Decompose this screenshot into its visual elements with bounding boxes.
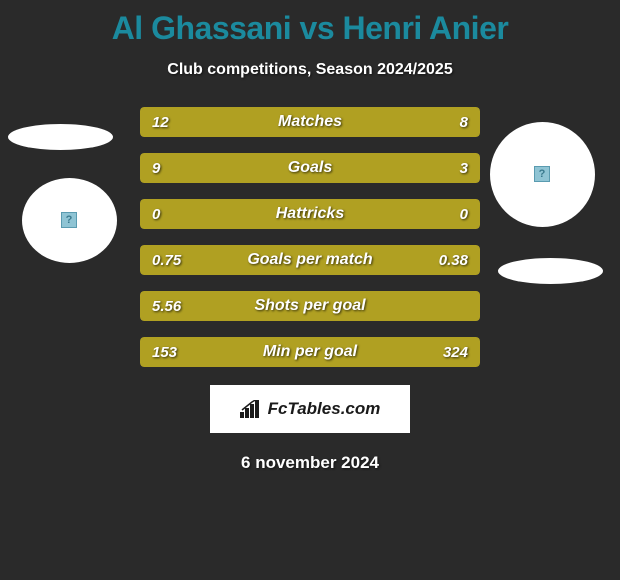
date-label: 6 november 2024: [0, 453, 620, 473]
decor-ellipse-top-left: [8, 124, 113, 150]
stat-row: 5.56Shots per goal: [140, 291, 480, 321]
stat-label: Shots per goal: [140, 291, 480, 321]
stat-row: 153Min per goal324: [140, 337, 480, 367]
subtitle: Club competitions, Season 2024/2025: [0, 61, 620, 79]
logo-text: FcTables.com: [268, 399, 381, 419]
placeholder-icon: ?: [61, 212, 77, 228]
stats-container: 12Matches8 9Goals3 0Hattricks0 0.75Goals pe…: [140, 107, 480, 367]
decor-circle-right: ?: [490, 122, 595, 227]
stat-label: Hattricks: [140, 199, 480, 229]
decor-circle-left: ?: [22, 178, 117, 263]
stat-label: Goals per match: [140, 245, 480, 275]
stat-value-right: 0: [460, 199, 468, 229]
logo-box: FcTables.com: [210, 385, 410, 433]
stat-row: 0Hattricks0: [140, 199, 480, 229]
stat-label: Goals: [140, 153, 480, 183]
stat-value-right: 324: [443, 337, 468, 367]
stat-value-right: 3: [460, 153, 468, 183]
page-title: Al Ghassani vs Henri Anier: [0, 0, 620, 47]
stat-row: 9Goals3: [140, 153, 480, 183]
chart-icon: [240, 400, 262, 418]
placeholder-icon: ?: [534, 166, 550, 182]
decor-ellipse-right: [498, 258, 603, 284]
stat-value-right: 0.38: [439, 245, 468, 275]
stat-row: 0.75Goals per match0.38: [140, 245, 480, 275]
stat-label: Min per goal: [140, 337, 480, 367]
stat-row: 12Matches8: [140, 107, 480, 137]
stat-label: Matches: [140, 107, 480, 137]
stat-value-right: 8: [460, 107, 468, 137]
